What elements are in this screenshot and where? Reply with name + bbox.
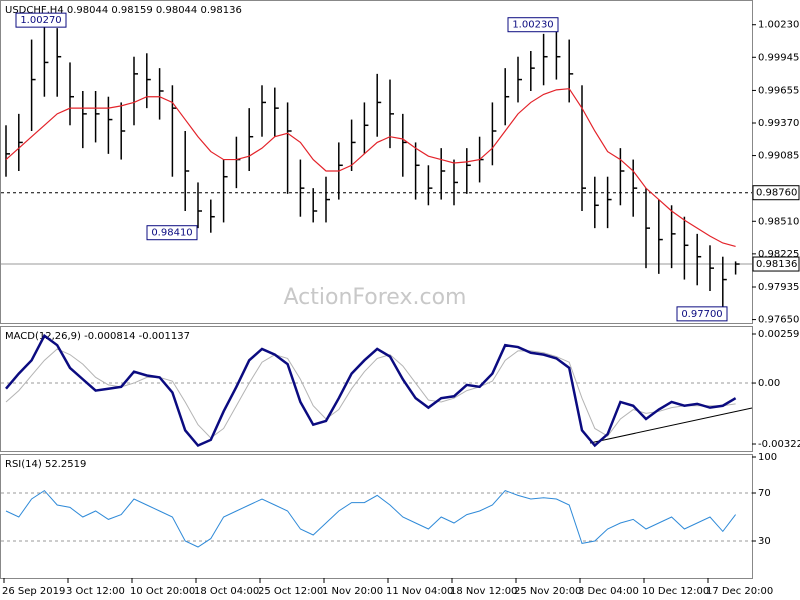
y-tick-label: 30 (758, 536, 771, 547)
rsi-panel (0, 454, 753, 579)
y-tick-label: 0.00 (758, 378, 780, 389)
y-tick-label: 0.98510 (758, 216, 799, 227)
y-tick-label: 0.99370 (758, 118, 799, 129)
x-tick-label: 11 Nov 04:00 (386, 586, 453, 597)
x-tick-label: 25 Nov 20:00 (514, 586, 581, 597)
y-tick-label: 0.99085 (758, 151, 799, 162)
x-tick-label: 17 Dec 20:00 (706, 586, 773, 597)
signal-line (5, 348, 736, 439)
y-tick-label: 0.99945 (758, 52, 799, 63)
x-tick-label: 18 Oct 04:00 (194, 586, 259, 597)
price-panel (0, 0, 753, 324)
y-tick-label: 70 (758, 488, 771, 499)
level-label: 0.98136 (756, 259, 797, 270)
moving-average (5, 88, 736, 248)
level-box (752, 185, 800, 201)
annotation-label: 0.98410 (151, 228, 192, 239)
annotation-box (507, 17, 559, 33)
x-tick-label: 10 Dec 12:00 (642, 586, 709, 597)
x-tick-label: 1 Nov 20:00 (322, 586, 383, 597)
y-tick-label: 0.97935 (758, 282, 799, 293)
annotation-box (15, 12, 67, 28)
level-box (752, 256, 800, 272)
y-tick-label: 100 (758, 452, 777, 463)
x-tick-label: 25 Oct 12:00 (258, 586, 323, 597)
y-tick-label: 0.00259 (758, 329, 799, 340)
y-tick-label: 0.98225 (758, 249, 799, 260)
x-tick-label: 10 Oct 20:00 (130, 586, 195, 597)
x-tick-label: 3 Oct 12:00 (66, 586, 125, 597)
annotation-label: 1.00230 (512, 20, 553, 31)
price-title: USDCHF,H4 0.98044 0.98159 0.98044 0.9813… (5, 5, 242, 16)
trend-line (589, 407, 753, 444)
annotation-box (676, 306, 728, 322)
y-tick-label: 0.99655 (758, 85, 799, 96)
y-tick-label: 1.00230 (758, 20, 799, 31)
level-label: 0.98760 (756, 188, 797, 199)
x-tick-label: 3 Dec 04:00 (578, 586, 639, 597)
watermark: ActionForex.com (284, 285, 467, 310)
annotation-box (146, 225, 198, 241)
x-tick-label: 18 Nov 12:00 (450, 586, 517, 597)
rsi-title: RSI(14) 52.2519 (5, 459, 86, 470)
x-tick-label: 26 Sep 2019 (2, 586, 65, 597)
y-tick-label: 0.97650 (758, 315, 799, 326)
annotation-label: 1.00270 (20, 15, 61, 26)
macd-panel (0, 326, 753, 452)
rsi-line (5, 489, 736, 548)
annotation-label: 0.97700 (681, 309, 722, 320)
macd-title: MACD(12,26,9) -0.000814 -0.001137 (5, 331, 190, 342)
macd-line (5, 333, 737, 448)
